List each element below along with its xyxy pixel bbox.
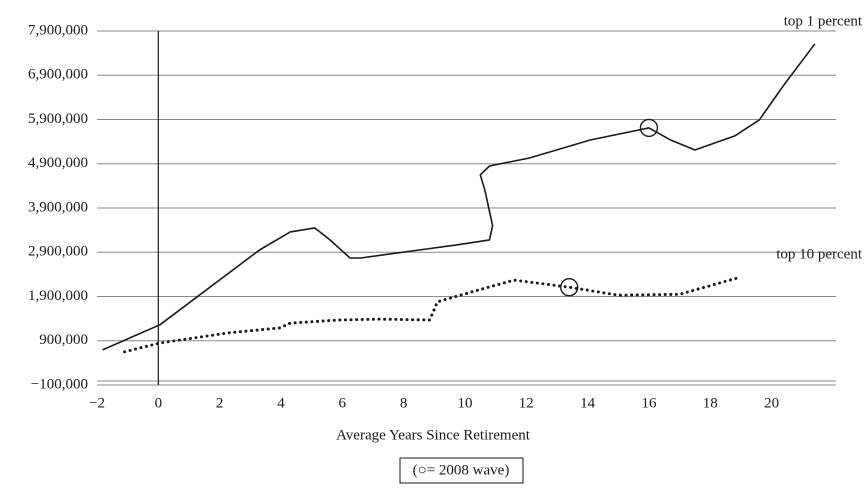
series-label: top 1 percent: [784, 14, 863, 30]
y-tick-label: 900,000: [39, 332, 88, 348]
wave-2008-marker: [639, 118, 659, 138]
x-tick-label: 2: [216, 395, 224, 411]
y-tick-label: 7,900,000: [28, 22, 88, 38]
x-tick-label: 16: [641, 395, 657, 411]
x-tick-label: 4: [277, 395, 285, 411]
x-axis-title: Average Years Since Retirement: [336, 427, 531, 443]
legend-box: [399, 457, 524, 484]
x-tick-label: 8: [400, 395, 408, 411]
y-tick-label: 1,900,000: [28, 288, 88, 304]
x-tick-label: 20: [764, 395, 779, 411]
series-line: [123, 275, 743, 354]
x-tick-label: 12: [519, 395, 534, 411]
y-tick-label: 2,900,000: [28, 244, 88, 260]
x-tick-label: 18: [703, 395, 718, 411]
wave-2008-marker: [560, 278, 579, 297]
y-tick-label: 6,900,000: [28, 67, 88, 83]
series-line: [102, 43, 816, 351]
y-tick-label: 3,900,000: [28, 199, 88, 215]
x-tick-label: 0: [155, 395, 163, 411]
y-tick-label: 5,900,000: [28, 111, 88, 127]
x-tick-label: −2: [89, 395, 105, 411]
x-tick-label: 6: [339, 395, 347, 411]
x-tick-label: 10: [457, 395, 472, 411]
y-tick-label: 4,900,000: [28, 155, 88, 171]
x-tick-label: 14: [580, 395, 596, 411]
y-tick-label: −100,000: [31, 376, 88, 392]
series-label: top 10 percent: [776, 246, 863, 262]
legend-text: (○= 2008 wave): [413, 462, 510, 478]
